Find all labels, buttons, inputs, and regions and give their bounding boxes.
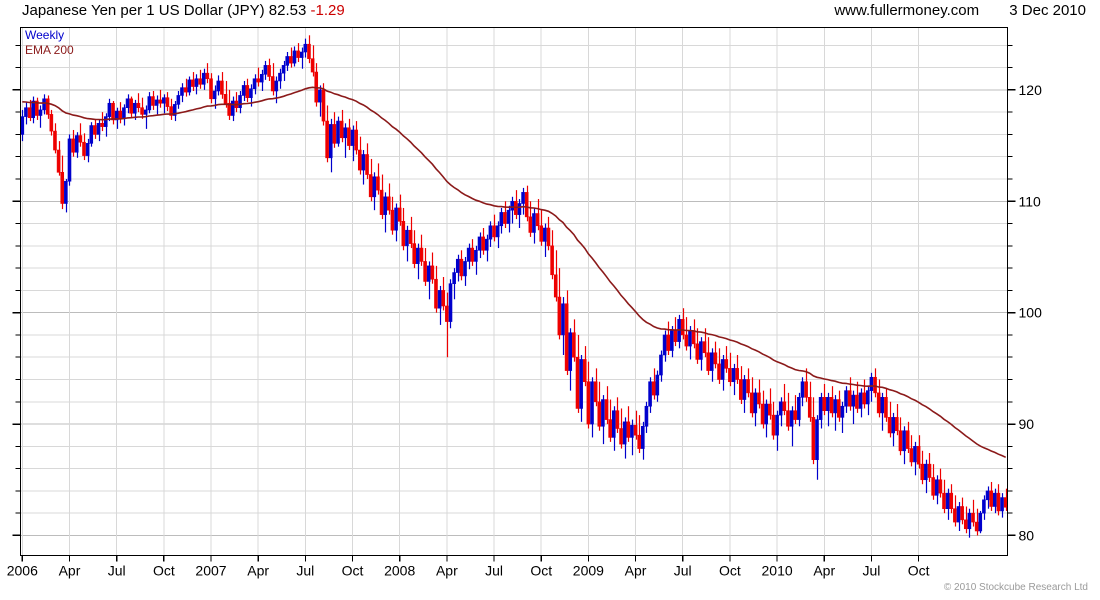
svg-text:Jul: Jul [674,563,692,579]
price-change: -1.29 [310,2,345,19]
svg-text:110: 110 [1019,193,1042,209]
svg-text:100: 100 [1019,305,1043,321]
svg-text:Apr: Apr [247,563,269,579]
copyright-notice: © 2010 Stockcube Research Ltd [943,582,1088,593]
y-axis: 80 90 100 110 120 [12,44,1043,543]
svg-text:Apr: Apr [625,563,647,579]
site-url: www.fullermoney.com [834,2,980,19]
svg-text:Apr: Apr [436,563,458,579]
svg-text:Oct: Oct [908,563,930,579]
svg-text:2007: 2007 [195,563,226,579]
svg-text:Jul: Jul [862,563,880,579]
chart-title: Japanese Yen per 1 US Dollar (JPY) 82.53… [22,0,345,24]
ema-200-line [22,86,1007,459]
x-axis: 2006 Apr Jul Oct 2007 Apr Jul Oct 2008 Apr Jul Oct 2… [7,555,930,579]
svg-text:Oct: Oct [719,563,741,579]
svg-text:Apr: Apr [59,563,81,579]
svg-text:Jul: Jul [108,563,126,579]
svg-text:2008: 2008 [384,563,415,579]
header-right-block: www.fullermoney.com 3 Dec 2010 [834,0,1086,24]
chart-legend: Weekly EMA 200 [25,28,74,58]
svg-text:Apr: Apr [813,563,835,579]
svg-text:Jul: Jul [485,563,503,579]
svg-text:80: 80 [1019,527,1035,543]
svg-text:2009: 2009 [573,563,604,579]
plot-frame [19,26,1009,557]
svg-text:2010: 2010 [762,563,793,579]
svg-text:Oct: Oct [342,563,364,579]
svg-text:90: 90 [1019,416,1035,432]
legend-item-ema: EMA 200 [25,43,74,57]
chart-date: 3 Dec 2010 [1009,2,1086,19]
svg-text:Jul: Jul [296,563,314,579]
svg-text:Oct: Oct [153,563,175,579]
instrument-title: Japanese Yen per 1 US Dollar (JPY) 82.53 [22,2,307,19]
svg-text:120: 120 [1019,82,1043,98]
legend-item-period: Weekly [25,28,65,42]
gridlines [20,27,1008,556]
candlestick-series [20,35,1008,538]
svg-text:2006: 2006 [7,563,38,579]
svg-text:Oct: Oct [530,563,552,579]
